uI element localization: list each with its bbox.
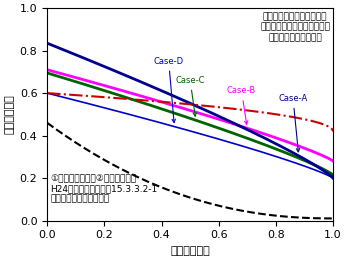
Text: ３．に示す方法で算出した
長期支持性能の地盤抵抗係数
（対数正規分布仮定）: ３．に示す方法で算出した 長期支持性能の地盤抵抗係数 （対数正規分布仮定）: [260, 12, 330, 42]
Text: Case-B: Case-B: [227, 86, 256, 124]
Text: Case-A: Case-A: [279, 94, 308, 152]
X-axis label: 先端支持力比: 先端支持力比: [170, 246, 210, 256]
Text: Case-C: Case-C: [175, 76, 205, 116]
Y-axis label: 地盤抵抗係数: 地盤抵抗係数: [4, 94, 14, 134]
Text: Case-D: Case-D: [154, 56, 184, 122]
Text: ①長期支持性能　②短期支持性能
H24基礎標準・解説図15.3.3.2-1
（自然数正規分布仮定）: ①長期支持性能 ②短期支持性能 H24基礎標準・解説図15.3.3.2-1 （自…: [50, 174, 157, 204]
